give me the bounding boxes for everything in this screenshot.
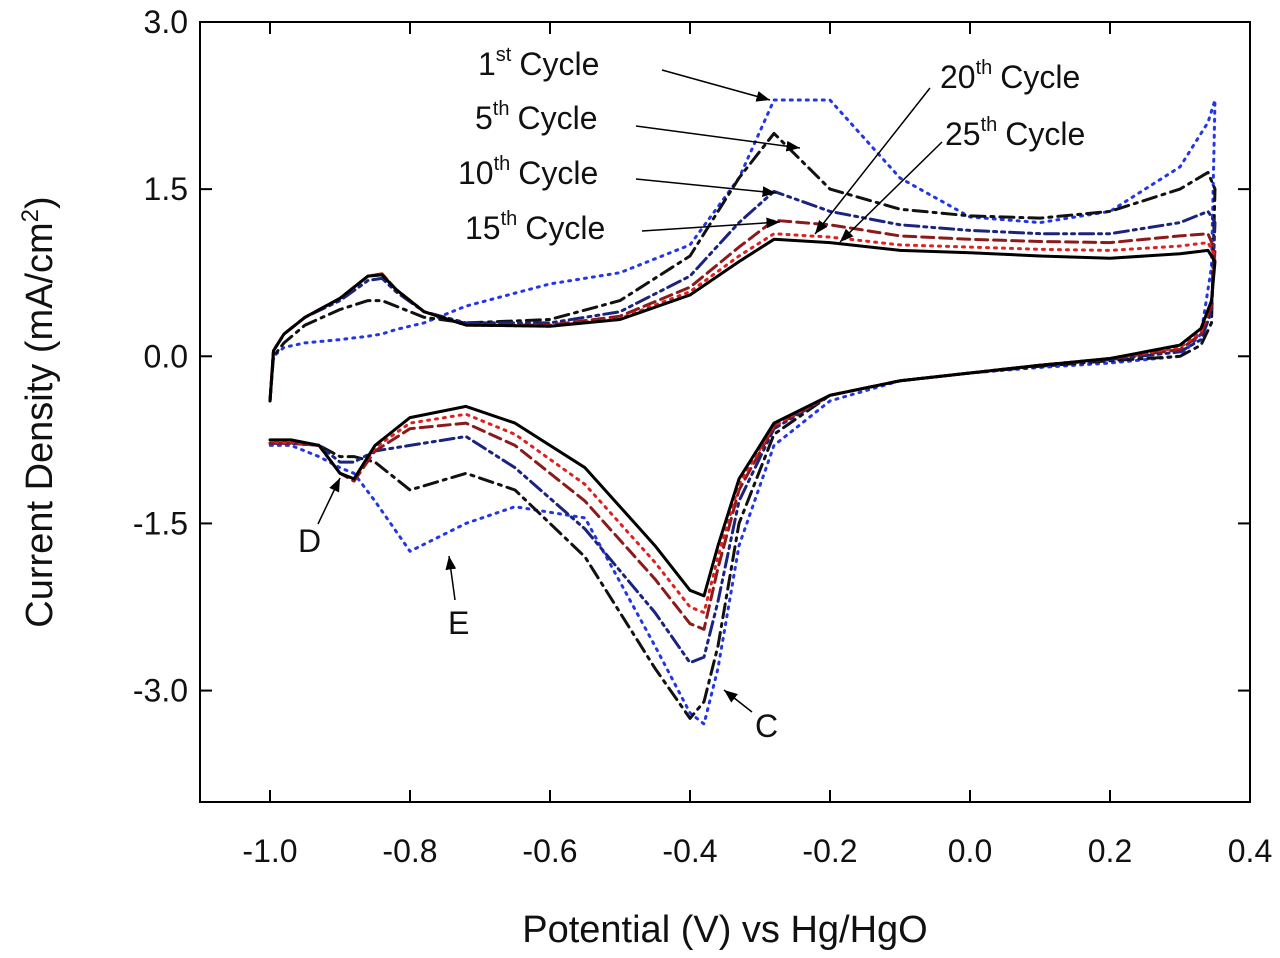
y-label-text: Current Density (mA/cm — [19, 222, 61, 627]
y-tick-label: -3.0 — [133, 673, 188, 709]
annotation-sup: th — [981, 114, 998, 136]
y-tick-label: 3.0 — [144, 4, 188, 40]
annotation: 15th Cycle — [465, 208, 605, 246]
cycle-curve — [268, 232, 1217, 615]
annotation-text: 1 — [478, 46, 496, 82]
x-tick-label: 0.4 — [1228, 833, 1272, 869]
x-axis-label: Potential (V) vs Hg/HgO — [522, 909, 927, 951]
cycle-curve — [268, 189, 1217, 665]
y-tick-label: -1.5 — [133, 505, 188, 541]
annotation-tail: Cycle — [519, 46, 599, 82]
annotation-arrow — [445, 555, 457, 601]
annotation-text: C — [755, 708, 778, 744]
annotation-text: 5 — [475, 100, 493, 136]
annotation: 1st Cycle — [478, 44, 599, 82]
annotation-text: 20 — [940, 59, 976, 95]
cycle-curve — [268, 98, 1217, 726]
annotation-tail: Cycle — [517, 100, 597, 136]
annotation-arrow — [839, 141, 943, 243]
x-tick-label: -0.2 — [802, 833, 857, 869]
annotation-arrow — [635, 125, 801, 152]
annotation: C — [755, 708, 778, 744]
annotation-arrow — [317, 477, 341, 525]
y-label-sup: 2 — [17, 209, 44, 222]
annotation-sup: th — [501, 208, 518, 230]
annotation-tail: Cycle — [518, 155, 598, 191]
annotation-text: E — [448, 605, 469, 641]
x-tick-label: 0.0 — [948, 833, 992, 869]
annotation: 10th Cycle — [458, 153, 598, 191]
annotation-arrow — [814, 87, 931, 235]
cycle-curve — [268, 237, 1217, 598]
annotation-sup: th — [976, 57, 993, 79]
annotation-sup: st — [496, 44, 512, 66]
x-tick-label: -1.0 — [242, 833, 297, 869]
annotation-text: D — [298, 523, 321, 559]
annotation-text: 10 — [458, 155, 494, 191]
annotation-tail: Cycle — [525, 210, 605, 246]
annotation-tail: Cycle — [1005, 116, 1085, 152]
annotation-sup: th — [494, 153, 511, 175]
y-label-tail: ) — [19, 196, 61, 209]
cycle-curve — [268, 131, 1217, 720]
annotation: 5th Cycle — [475, 98, 598, 136]
annotation: 25th Cycle — [945, 114, 1085, 152]
cycle-curve — [268, 218, 1217, 631]
y-axis-label: Current Density (mA/cm2) — [17, 196, 61, 627]
y-tick-label: 1.5 — [144, 171, 188, 207]
annotation-arrow — [661, 69, 771, 102]
annotation-tail: Cycle — [1000, 59, 1080, 95]
annotation: 20th Cycle — [940, 57, 1080, 95]
annotation-text: 15 — [465, 210, 501, 246]
annotation-arrow — [641, 217, 781, 232]
annotation-arrow — [635, 178, 777, 198]
annotation: D — [298, 523, 321, 559]
x-tick-label: -0.6 — [522, 833, 577, 869]
annotation: E — [448, 605, 469, 641]
annotation-arrow — [723, 689, 753, 713]
plot-frame — [199, 21, 1251, 803]
x-tick-label: -0.4 — [662, 833, 717, 869]
annotation-sup: th — [493, 98, 510, 120]
y-tick-label: 0.0 — [144, 338, 188, 374]
x-tick-label: -0.8 — [382, 833, 437, 869]
annotation-text: 25 — [945, 116, 981, 152]
x-tick-label: 0.2 — [1088, 833, 1132, 869]
